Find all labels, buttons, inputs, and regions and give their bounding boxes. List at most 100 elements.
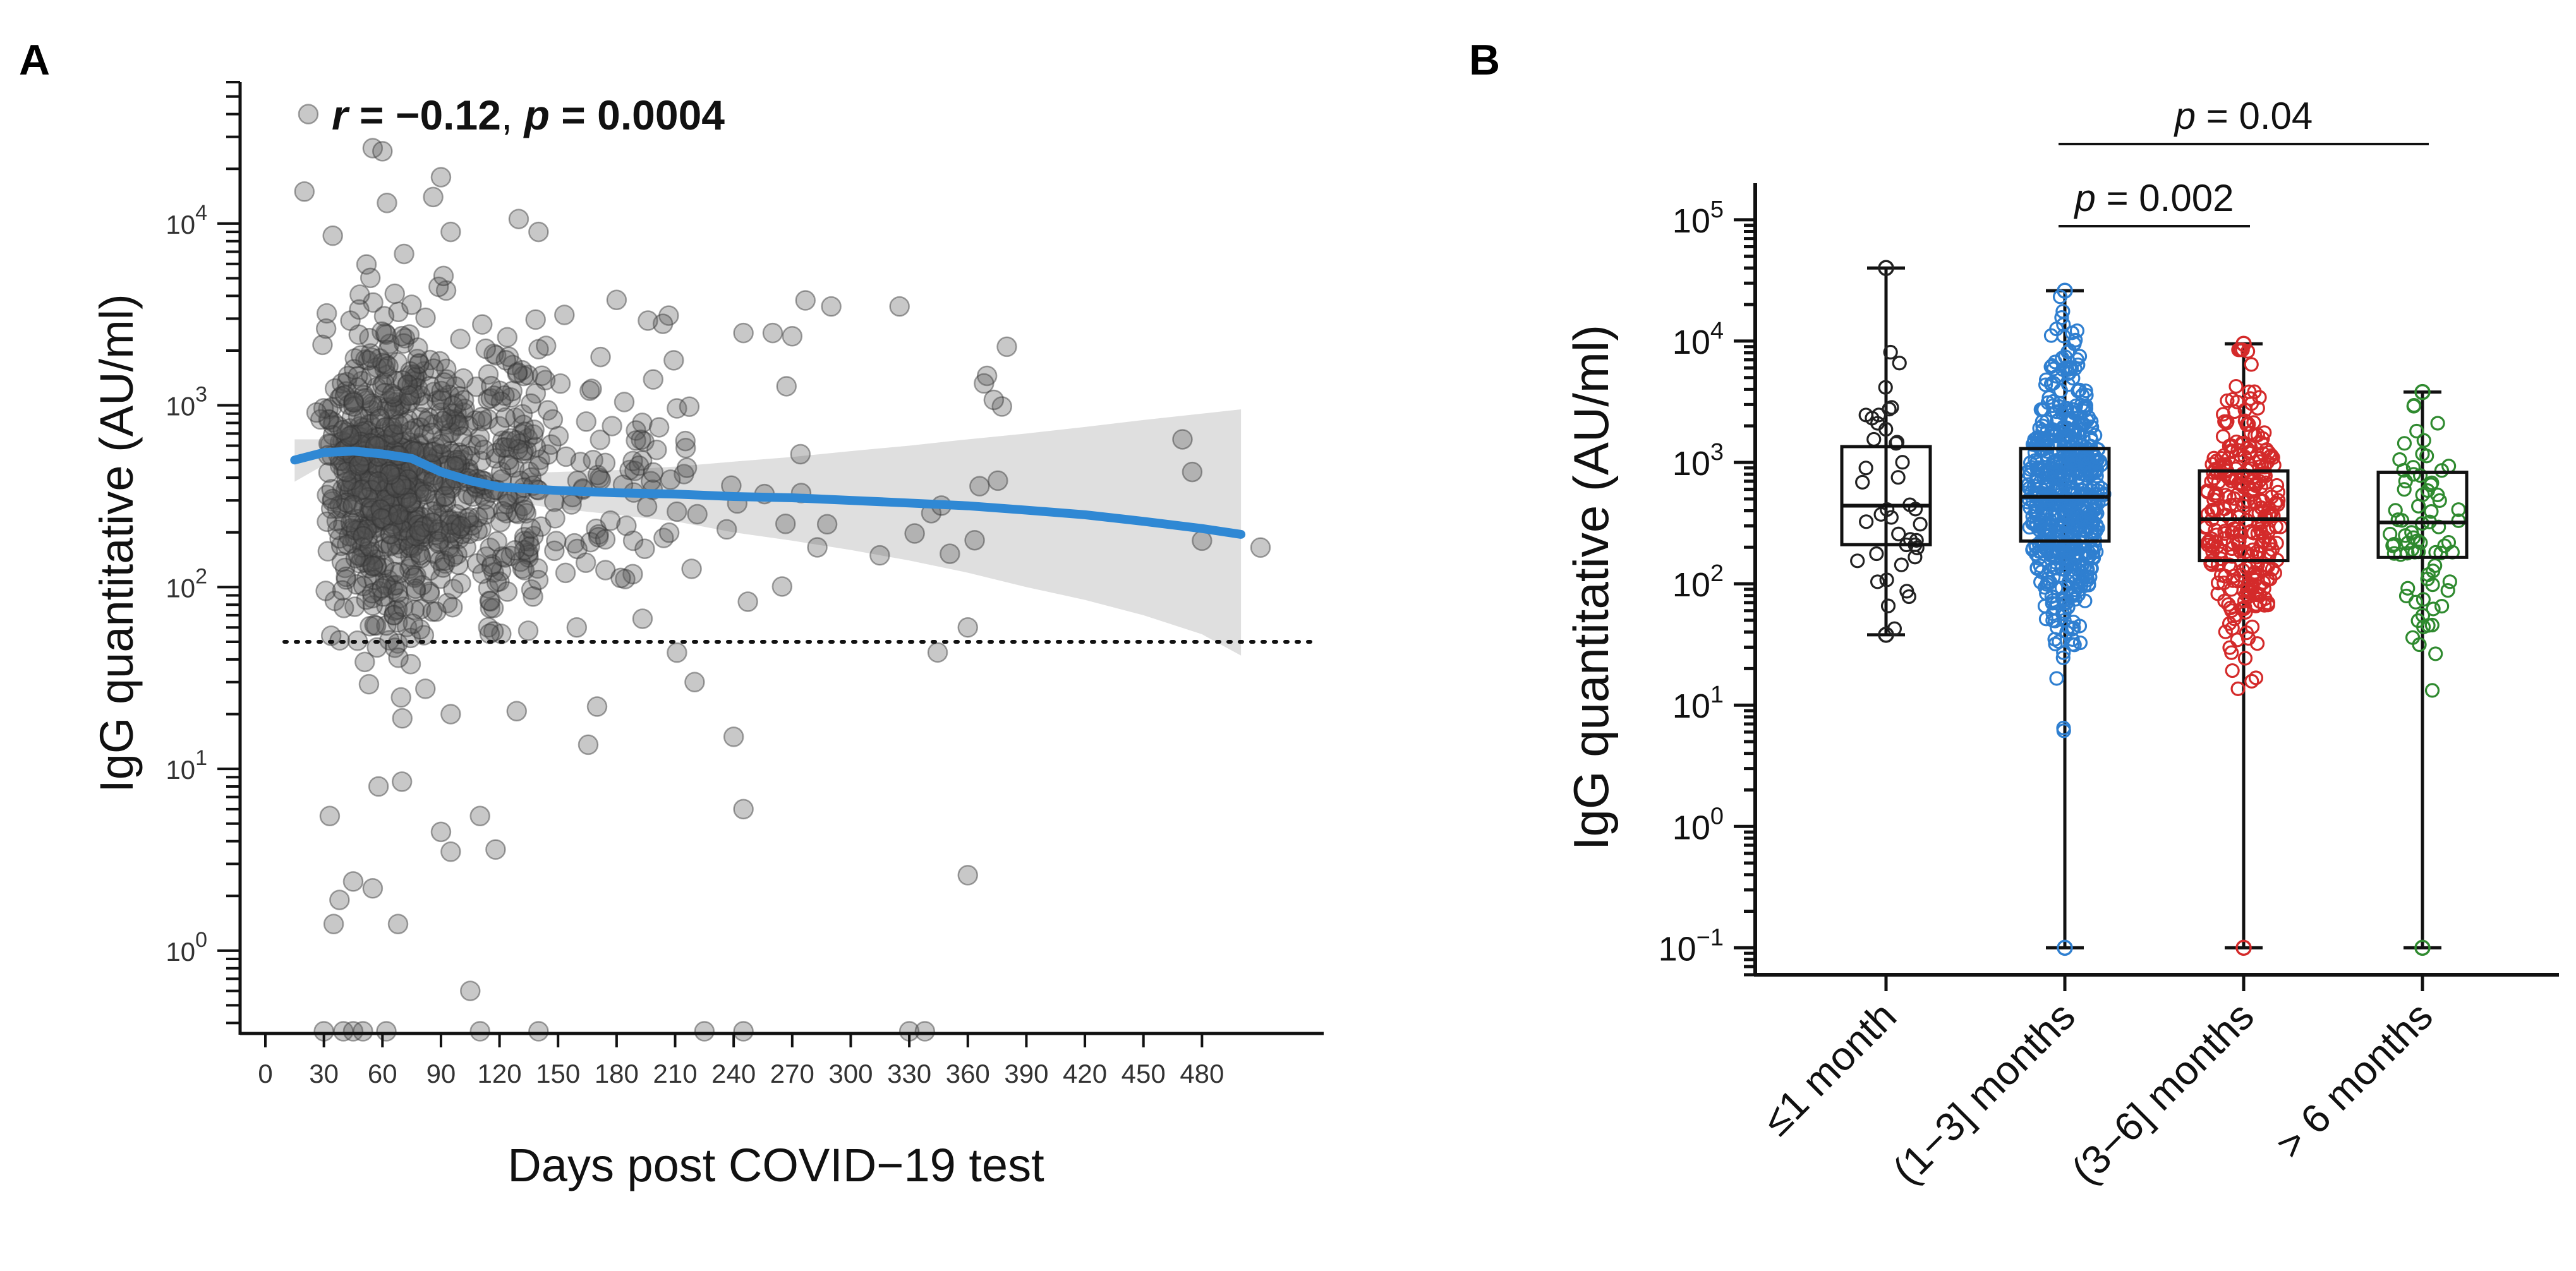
scatter-point [388, 301, 409, 323]
scatter-point [369, 406, 390, 427]
scatter-point [409, 506, 431, 527]
box-point [2428, 558, 2443, 574]
scatter-point [391, 394, 412, 415]
box-point [2079, 570, 2095, 585]
scatter-point [387, 352, 408, 373]
scatter-point [396, 471, 418, 493]
scatter-point [356, 519, 377, 540]
scatter-point [343, 392, 364, 413]
scatter-point [358, 514, 380, 536]
scatter-point [498, 346, 519, 367]
scatter-point [334, 557, 356, 579]
box-point [2386, 537, 2402, 552]
scatter-point [322, 414, 343, 436]
scatter-point [392, 520, 413, 541]
scatter-point [475, 489, 495, 510]
scatter-point [443, 546, 464, 567]
scatter-point [356, 589, 377, 610]
scatter-point [519, 461, 540, 483]
scatter-point [433, 505, 454, 526]
scatter-point [1192, 530, 1212, 551]
scatter-point [518, 547, 539, 568]
scatter-point [969, 476, 990, 497]
scatter-point [663, 350, 684, 371]
scatter-point [528, 569, 549, 591]
scatter-point [400, 421, 421, 442]
scatter-point [382, 493, 404, 514]
box-iqr [2019, 447, 2111, 543]
box-point [2426, 601, 2441, 617]
p-value: = 0.0004 [550, 92, 725, 138]
scatter-point [387, 513, 409, 534]
scatter-point [385, 574, 407, 596]
scatter-point [359, 498, 380, 520]
scatter-point [371, 499, 392, 521]
comparison-label: p = 0.002 [2074, 177, 2234, 219]
box-point [2258, 591, 2273, 606]
scatter-point [487, 531, 507, 552]
scatter-point [435, 553, 456, 574]
scatter-point [333, 460, 354, 481]
scatter-point [360, 515, 381, 536]
y-tick-label: 102 [166, 564, 207, 603]
scatter-point [428, 533, 449, 554]
scatter-point [448, 414, 469, 435]
box-point [2218, 624, 2233, 639]
scatter-point [478, 389, 499, 410]
scatter-point [294, 181, 315, 202]
scatter-point [512, 404, 533, 425]
scatter-point [313, 398, 334, 419]
scatter-point [355, 349, 376, 370]
scatter-point [372, 321, 392, 342]
scatter-point [456, 537, 477, 558]
scatter-point [473, 439, 495, 461]
scatter-point [368, 776, 389, 797]
box-point [2079, 510, 2095, 525]
scatter-point [382, 579, 404, 599]
scatter-point [342, 425, 363, 445]
scatter-point [409, 521, 430, 541]
scatter-point [634, 431, 655, 452]
scatter-point [336, 461, 357, 483]
scatter-point [375, 462, 396, 483]
scatter-point [550, 373, 571, 394]
scatter-point [468, 507, 488, 528]
scatter-point [516, 440, 537, 461]
scatter-point [425, 437, 446, 458]
box-point [1892, 356, 1907, 371]
scatter-point [380, 464, 402, 485]
box-point [2049, 369, 2064, 384]
scatter-point [445, 515, 466, 536]
box-point [2258, 509, 2273, 524]
scatter-point [349, 426, 370, 447]
category-label: (1−3] months [1884, 993, 2084, 1193]
scatter-point [723, 726, 744, 747]
scatter-point [528, 1021, 549, 1042]
scatter-point [390, 395, 411, 416]
scatter-point [440, 522, 461, 544]
scatter-point [447, 416, 468, 437]
stat-separator: , [501, 92, 524, 138]
scatter-point [579, 380, 600, 401]
scatter-point [361, 399, 382, 421]
scatter-point [362, 138, 384, 159]
scatter-point [361, 582, 383, 604]
scatter-point [376, 1021, 397, 1042]
box-point [2033, 512, 2048, 527]
scatter-point [716, 519, 737, 540]
box-series [2019, 282, 2112, 956]
box-point [2258, 475, 2273, 490]
scatter-point [400, 492, 421, 513]
scatter-point [345, 520, 366, 541]
scatter-point [428, 519, 449, 540]
scatter-point [377, 364, 397, 385]
scatter-point [461, 435, 481, 456]
box-point [2228, 378, 2244, 394]
scatter-point [380, 534, 401, 556]
scatter-point [589, 467, 610, 488]
scatter-point [504, 540, 526, 561]
scatter-point [394, 512, 415, 534]
y-tick-label: 100 [166, 928, 207, 967]
scatter-point [370, 476, 390, 497]
